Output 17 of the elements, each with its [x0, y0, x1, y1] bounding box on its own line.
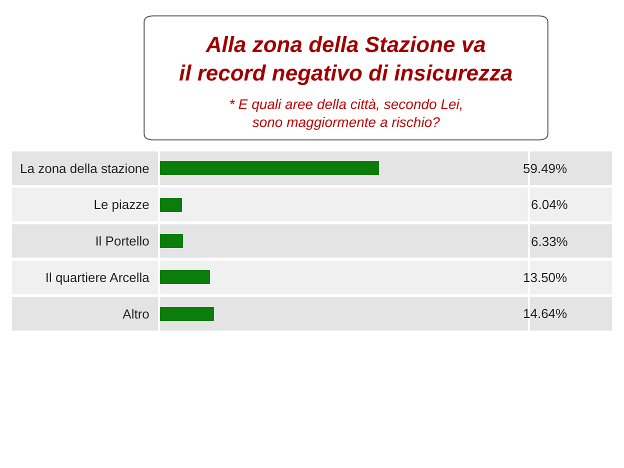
- chart-title: Alla zona della Stazione va il record negativo di insicurezza: [179, 32, 513, 86]
- data-label: 6.04%: [531, 197, 568, 212]
- data-label: 14.64%: [523, 306, 568, 321]
- y-tick-label: La zona della stazione: [20, 160, 150, 176]
- y-tick-label: Altro: [122, 306, 150, 322]
- bar: [160, 198, 182, 212]
- y-tick-label: Il quartiere Arcella: [45, 270, 150, 285]
- data-label: 59.49%: [523, 161, 568, 176]
- bar: [160, 234, 183, 248]
- bar: [160, 270, 210, 284]
- y-tick-label: Il Portello: [95, 234, 150, 249]
- y-tick-label: Le piazze: [94, 197, 150, 212]
- bar: [160, 307, 214, 321]
- data-label: 13.50%: [523, 270, 568, 285]
- data-label: 6.33%: [531, 234, 568, 249]
- bar: [160, 161, 379, 175]
- chart-subtitle: * E quali aree della città, secondo Lei, sono maggiormente a rischio?: [229, 96, 464, 130]
